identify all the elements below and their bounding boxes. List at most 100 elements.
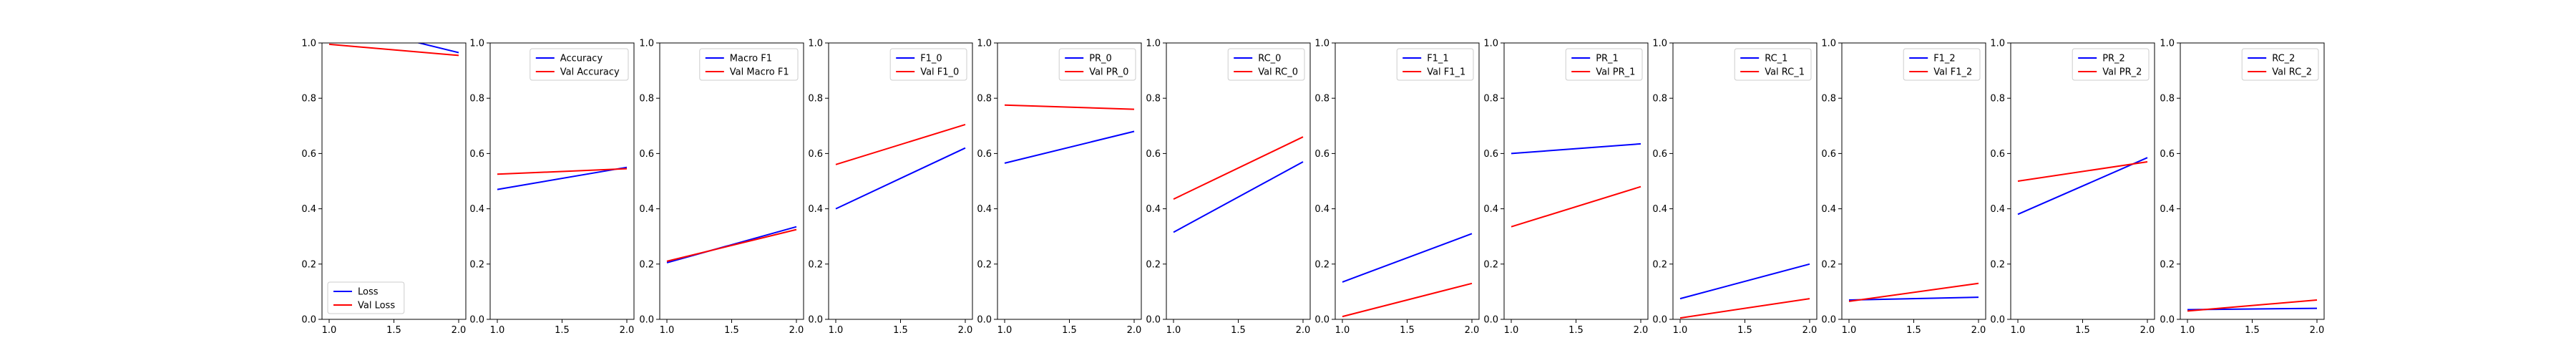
y-tick-label: 0.0 bbox=[977, 315, 992, 326]
subplot-8: 0.0 0.2 0.4 0.6 0.8 1.0 1.0 1.5 2.0 PR_1 Val PR_1 bbox=[1483, 39, 1649, 336]
y-tick-label: 0.4 bbox=[1483, 204, 1498, 215]
y-tick-label: 0.4 bbox=[1314, 204, 1330, 215]
y-tick-label: 0.6 bbox=[639, 149, 654, 160]
series-line-1 bbox=[1173, 161, 1304, 233]
x-tick-label: 1.5 bbox=[1062, 325, 1077, 336]
subplot-7: 0.0 0.2 0.4 0.6 0.8 1.0 1.0 1.5 2.0 F1_1 Val F1_1 bbox=[1314, 39, 1480, 336]
y-tick-label: 0.0 bbox=[639, 315, 654, 326]
x-tick-label: 2.0 bbox=[2140, 325, 2155, 336]
subplot-1: 0.0 0.2 0.4 0.6 0.8 1.0 1.0 1.5 2.0 Loss Val Loss bbox=[301, 39, 467, 336]
y-tick-label: 1.0 bbox=[469, 39, 484, 49]
y-tick-label: 0.6 bbox=[2160, 149, 2175, 160]
legend-label: Val Accuracy bbox=[560, 67, 620, 78]
y-tick-label: 0.4 bbox=[808, 204, 823, 215]
axes-frame bbox=[1166, 42, 1311, 320]
y-tick-label: 0.2 bbox=[1821, 259, 1836, 270]
y-tick-label: 0.8 bbox=[301, 94, 316, 105]
x-tick-label: 1.0 bbox=[829, 325, 844, 336]
y-tick-label: 0.2 bbox=[301, 259, 316, 270]
x-tick-label: 1.0 bbox=[2180, 325, 2195, 336]
series-line-2 bbox=[497, 168, 628, 175]
axes-frame bbox=[489, 42, 635, 320]
y-tick-label: 1.0 bbox=[808, 39, 823, 49]
y-tick-label: 0.8 bbox=[1821, 94, 1836, 105]
y-tick-label: 0.0 bbox=[1314, 315, 1330, 326]
legend-label: Val F1_0 bbox=[920, 67, 959, 78]
legend: Macro F1 Val Macro F1 bbox=[699, 48, 799, 81]
legend-box bbox=[530, 48, 629, 81]
legend-box bbox=[699, 48, 799, 81]
x-tick-label: 1.5 bbox=[724, 325, 739, 336]
x-tick-label: 1.0 bbox=[997, 325, 1013, 336]
legend-label: Val RC_2 bbox=[2272, 67, 2312, 78]
legend-label: Val RC_0 bbox=[1258, 67, 1298, 78]
legend-label: Loss bbox=[358, 287, 379, 298]
series-line-1 bbox=[416, 43, 459, 54]
y-tick-label: 1.0 bbox=[2160, 39, 2175, 49]
legend-label: PR_0 bbox=[1089, 54, 1112, 64]
y-tick-label: 1.0 bbox=[301, 39, 316, 49]
legend-label: F1_2 bbox=[1933, 54, 1956, 64]
x-tick-label: 2.0 bbox=[958, 325, 973, 336]
y-tick-label: 0.8 bbox=[1483, 94, 1498, 105]
y-tick-label: 0.2 bbox=[1990, 259, 2005, 270]
y-tick-label: 0.6 bbox=[1314, 149, 1330, 160]
x-tick-label: 1.0 bbox=[1842, 325, 1857, 336]
x-tick-label: 2.0 bbox=[789, 325, 804, 336]
x-tick-label: 2.0 bbox=[1127, 325, 1142, 336]
axes-frame bbox=[828, 42, 973, 320]
series-line-2 bbox=[2187, 299, 2318, 312]
y-tick-label: 0.8 bbox=[469, 94, 484, 105]
x-tick-label: 1.0 bbox=[490, 325, 505, 336]
legend-label: F1_0 bbox=[920, 54, 942, 64]
subplot-5: 0.0 0.2 0.4 0.6 0.8 1.0 1.0 1.5 2.0 PR_0 Val PR_0 bbox=[977, 39, 1142, 336]
y-tick-label: 1.0 bbox=[977, 39, 992, 49]
y-tick-label: 0.8 bbox=[977, 94, 992, 105]
y-tick-label: 1.0 bbox=[639, 39, 654, 49]
y-tick-label: 0.8 bbox=[2160, 94, 2175, 105]
y-tick-label: 0.2 bbox=[1314, 259, 1330, 270]
y-tick-label: 0.0 bbox=[1652, 315, 1667, 326]
series-line-2 bbox=[328, 43, 459, 57]
x-tick-label: 1.5 bbox=[1568, 325, 1584, 336]
y-tick-label: 0.0 bbox=[1483, 315, 1498, 326]
subplot-2: 0.0 0.2 0.4 0.6 0.8 1.0 1.0 1.5 2.0 Accuracy Val A… bbox=[469, 39, 635, 336]
y-tick-label: 0.2 bbox=[808, 259, 823, 270]
y-tick-label: 0.6 bbox=[1146, 149, 1161, 160]
x-tick-label: 1.5 bbox=[1737, 325, 1752, 336]
y-tick-label: 0.4 bbox=[1652, 204, 1667, 215]
series-line-1 bbox=[1679, 263, 1810, 300]
subplot-3: 0.0 0.2 0.4 0.6 0.8 1.0 1.0 1.5 2.0 Macro F1 Val M… bbox=[639, 39, 804, 336]
legend-label: Val Loss bbox=[358, 301, 395, 311]
legend: Accuracy Val Accuracy bbox=[530, 48, 629, 81]
y-tick-label: 0.6 bbox=[977, 149, 992, 160]
series-line-2 bbox=[1511, 185, 1641, 228]
y-tick-label: 0.6 bbox=[301, 149, 316, 160]
legend: RC_1 Val RC_1 bbox=[1734, 48, 1812, 81]
y-tick-label: 0.0 bbox=[1146, 315, 1161, 326]
subplot-9: 0.0 0.2 0.4 0.6 0.8 1.0 1.0 1.5 2.0 RC_1 Val RC_1 bbox=[1652, 39, 1818, 336]
legend-label: Val PR_2 bbox=[2102, 67, 2142, 78]
x-tick-label: 2.0 bbox=[1634, 325, 1649, 336]
y-tick-label: 1.0 bbox=[1821, 39, 1836, 49]
legend-label: Macro F1 bbox=[730, 54, 772, 64]
y-tick-label: 0.2 bbox=[469, 259, 484, 270]
y-tick-label: 1.0 bbox=[1990, 39, 2005, 49]
y-tick-label: 0.6 bbox=[469, 149, 484, 160]
x-tick-label: 1.5 bbox=[893, 325, 908, 336]
series-line-2 bbox=[1004, 104, 1135, 110]
x-tick-label: 2.0 bbox=[1802, 325, 1818, 336]
legend: Loss Val Loss bbox=[327, 281, 405, 314]
y-tick-label: 1.0 bbox=[1314, 39, 1330, 49]
y-tick-label: 0.4 bbox=[1821, 204, 1836, 215]
y-tick-label: 0.0 bbox=[469, 315, 484, 326]
y-tick-label: 0.2 bbox=[639, 259, 654, 270]
x-tick-label: 1.0 bbox=[1673, 325, 1688, 336]
x-tick-label: 1.5 bbox=[1231, 325, 1246, 336]
y-tick-label: 1.0 bbox=[1652, 39, 1667, 49]
legend-label: PR_2 bbox=[2102, 54, 2125, 64]
legend-label: Accuracy bbox=[560, 54, 603, 64]
y-tick-label: 0.8 bbox=[808, 94, 823, 105]
y-tick-label: 0.6 bbox=[1652, 149, 1667, 160]
